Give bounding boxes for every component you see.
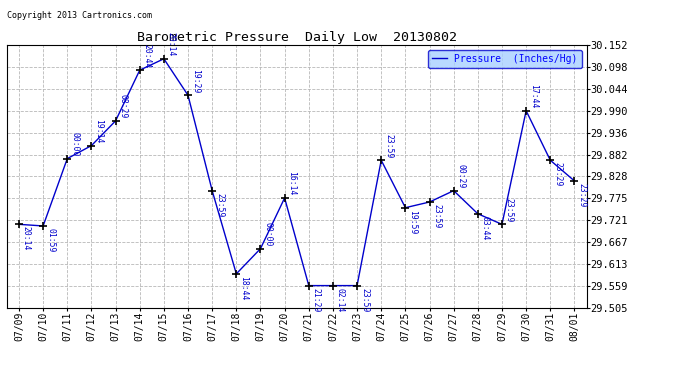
Text: 19:14: 19:14: [95, 119, 103, 144]
Text: 00:00: 00:00: [70, 132, 79, 156]
Text: 16:14: 16:14: [288, 171, 297, 196]
Legend: Pressure  (Inches/Hg): Pressure (Inches/Hg): [428, 50, 582, 68]
Text: 19:59: 19:59: [408, 210, 417, 234]
Text: 20:14: 20:14: [167, 32, 176, 57]
Text: 20:44: 20:44: [143, 44, 152, 68]
Text: 08:29: 08:29: [119, 94, 128, 119]
Text: 01:59: 01:59: [46, 228, 55, 252]
Text: 00:00: 00:00: [264, 222, 273, 247]
Text: 20:14: 20:14: [22, 226, 31, 251]
Text: 00:29: 00:29: [457, 164, 466, 189]
Text: 03:44: 03:44: [481, 216, 490, 240]
Text: Copyright 2013 Cartronics.com: Copyright 2013 Cartronics.com: [7, 11, 152, 20]
Title: Barometric Pressure  Daily Low  20130802: Barometric Pressure Daily Low 20130802: [137, 31, 457, 44]
Text: 23:59: 23:59: [505, 198, 514, 222]
Text: 19:29: 19:29: [191, 69, 200, 93]
Text: 21:29: 21:29: [312, 288, 321, 312]
Text: 02:14: 02:14: [336, 288, 345, 312]
Text: 23:29: 23:29: [553, 162, 562, 187]
Text: 23:59: 23:59: [384, 134, 393, 158]
Text: 18:44: 18:44: [239, 276, 248, 300]
Text: 23:59: 23:59: [433, 204, 442, 228]
Text: 23:59: 23:59: [215, 193, 224, 217]
Text: 17:44: 17:44: [529, 84, 538, 109]
Text: 23:29: 23:29: [578, 183, 586, 207]
Text: 23:59: 23:59: [360, 288, 369, 312]
